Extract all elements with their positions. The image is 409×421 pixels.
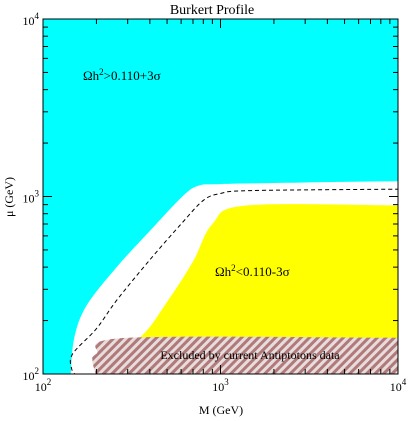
plot-regions: [43, 19, 398, 374]
region-label-overabundant: Ωh2>0.110+3σ: [83, 67, 161, 83]
x-tick-label: 103: [212, 377, 229, 394]
region-excluded-antiprotons: [92, 336, 398, 374]
y-axis-label: μ (GeV): [2, 177, 16, 217]
y-tick-label: 104: [23, 11, 40, 28]
chart-title: Burkert Profile: [170, 3, 254, 18]
y-tick-label: 102: [23, 366, 40, 383]
region-label-underabundant: Ωh2<0.110-3σ: [215, 263, 290, 279]
dashed-contour: [69, 188, 398, 374]
y-tick-labels: 102 103 104: [23, 11, 40, 383]
y-tick-label: 103: [23, 189, 40, 206]
x-tick-label: 102: [35, 377, 52, 394]
x-axis-label: M (GeV): [199, 403, 243, 417]
region-label-excluded: Excluded by current Antiptotons data: [160, 348, 340, 362]
axis-ticks: [42, 19, 398, 375]
region-underabundant: [93, 204, 398, 374]
x-tick-label: 104: [390, 377, 407, 394]
x-tick-labels: 102 103 104: [35, 377, 407, 394]
